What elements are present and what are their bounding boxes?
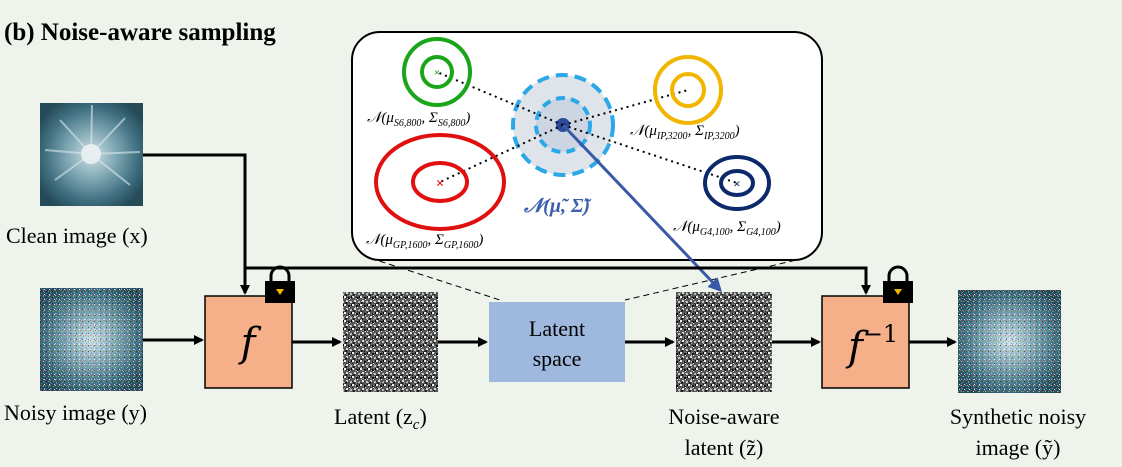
latent-space-box <box>489 302 625 382</box>
page-title: (b) Noise-aware sampling <box>4 19 276 46</box>
dist-label-g4: 𝒩(μG4,100, ΣG4,100) <box>673 219 781 238</box>
clean-image-label: Clean image (x) <box>6 223 148 248</box>
red-distribution: × <box>374 133 506 231</box>
lock-icon <box>883 265 913 303</box>
latent-space-line1: Latent <box>529 316 585 341</box>
dist-label-gp: 𝒩(μGP,1600, ΣGP,1600) <box>366 232 483 251</box>
synthetic-label-line2: image (ỹ) <box>976 435 1061 460</box>
flow-arrows <box>143 153 957 347</box>
lock-icon <box>265 265 295 303</box>
yellow-distribution <box>653 55 723 125</box>
zoom-line-left <box>369 257 501 301</box>
forward-flow-block <box>204 295 293 389</box>
noisy-image <box>40 288 143 391</box>
clean-image <box>40 103 143 206</box>
latent-zc-label: Latent (zc) <box>334 404 427 433</box>
noisy-image-label: Noisy image (y) <box>4 400 147 425</box>
noise-aware-label-line1: Noise-aware <box>668 404 779 429</box>
inverse-flow-block <box>821 295 910 389</box>
latent-space-line2: space <box>533 346 582 371</box>
svg-text:×: × <box>733 176 740 191</box>
svg-text:×: × <box>434 67 440 79</box>
noise-aware-label-line2: latent (z̃) <box>685 435 764 460</box>
dist-label-s6: 𝒩(μS6,800, ΣS6,800) <box>367 110 470 129</box>
center-dist-label: 𝒩(μ̃, Σ̃) <box>523 195 592 217</box>
synthetic-label-line1: Synthetic noisy <box>950 404 1086 429</box>
svg-text:×: × <box>436 176 445 192</box>
navy-distribution: × <box>703 155 771 211</box>
synthetic-noisy-image <box>958 290 1061 393</box>
green-distribution: × <box>402 37 472 107</box>
sampling-arrow <box>561 123 723 293</box>
dist-label-ip: 𝒩(μIP,3200, ΣIP,3200) <box>630 123 740 142</box>
dotted-connectors <box>436 71 738 184</box>
